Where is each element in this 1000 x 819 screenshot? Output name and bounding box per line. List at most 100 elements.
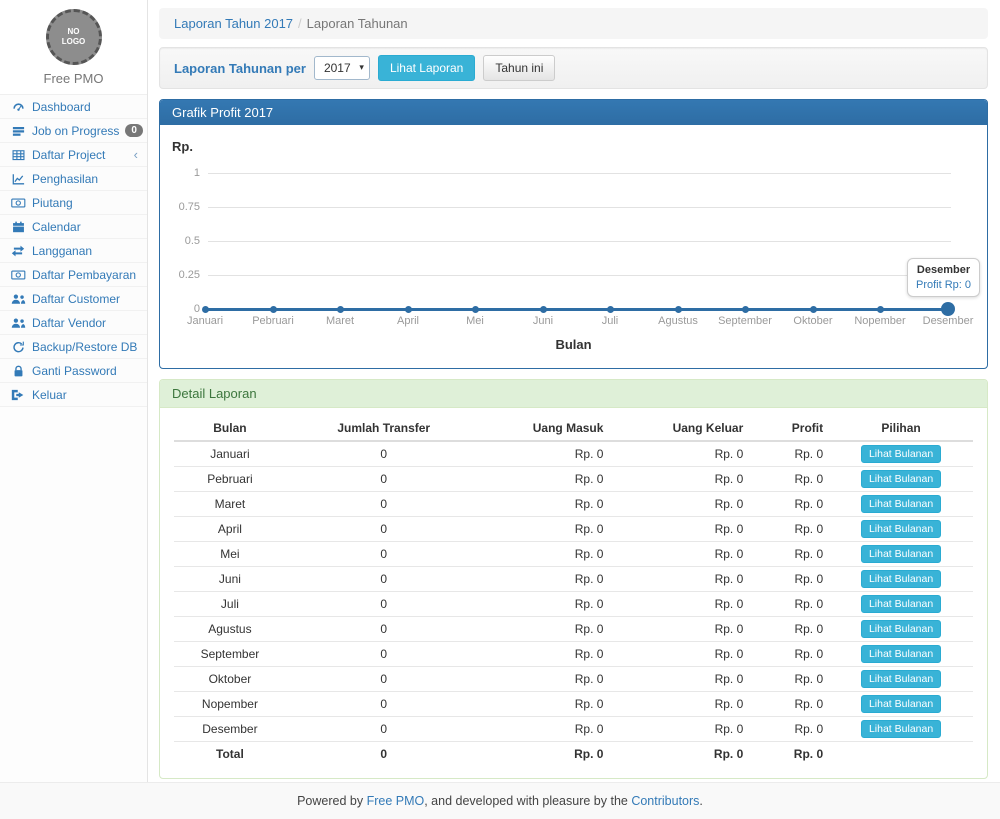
data-point-juli[interactable] xyxy=(607,306,614,313)
x-tick-label: Juni xyxy=(507,315,579,327)
column-header: Pilihan xyxy=(829,416,973,441)
table-cell: September xyxy=(174,642,286,667)
sidebar-item-label: Langganan xyxy=(32,244,92,258)
page: NO LOGO Free PMO DashboardJob on Progres… xyxy=(0,0,1000,819)
table-cell: 0 xyxy=(286,717,482,742)
table-row: Maret0Rp. 0Rp. 0Rp. 0Lihat Bulanan xyxy=(174,492,973,517)
lihat-bulanan-button[interactable]: Lihat Bulanan xyxy=(861,620,941,638)
sidebar-item-label: Daftar Vendor xyxy=(32,316,106,330)
table-cell-action: Lihat Bulanan xyxy=(829,642,973,667)
sidebar-item-langganan[interactable]: Langganan xyxy=(0,239,147,263)
footer-link-contributors[interactable]: Contributors xyxy=(631,794,699,808)
lihat-bulanan-button[interactable]: Lihat Bulanan xyxy=(861,520,941,538)
table-cell: Pebruari xyxy=(174,467,286,492)
sidebar-item-label: Penghasilan xyxy=(32,172,98,186)
data-point-april[interactable] xyxy=(405,306,412,313)
lihat-bulanan-button[interactable]: Lihat Bulanan xyxy=(861,595,941,613)
data-point-desember[interactable] xyxy=(941,302,955,316)
breadcrumb: Laporan Tahun 2017/Laporan Tahunan xyxy=(159,8,988,39)
sidebar-item-backup-restore-db[interactable]: Backup/Restore DB xyxy=(0,335,147,359)
table-header-row: BulanJumlah TransferUang MasukUang Kelua… xyxy=(174,416,973,441)
sidebar-item-dashboard[interactable]: Dashboard xyxy=(0,95,147,119)
lihat-bulanan-button[interactable]: Lihat Bulanan xyxy=(861,720,941,738)
table-cell: Rp. 0 xyxy=(609,592,749,617)
table-row: September0Rp. 0Rp. 0Rp. 0Lihat Bulanan xyxy=(174,642,973,667)
table-total-cell: 0 xyxy=(286,742,482,766)
sidebar-item-daftar-project[interactable]: Daftar Project‹ xyxy=(0,143,147,167)
data-point-mei[interactable] xyxy=(472,306,479,313)
table-cell: Maret xyxy=(174,492,286,517)
lihat-bulanan-button[interactable]: Lihat Bulanan xyxy=(861,495,941,513)
data-point-pebruari[interactable] xyxy=(270,306,277,313)
table-cell: 0 xyxy=(286,642,482,667)
table-total-empty-cell xyxy=(829,742,973,766)
table-cell: Rp. 0 xyxy=(749,542,829,567)
logo-text: NO LOGO xyxy=(60,27,88,46)
lihat-laporan-button[interactable]: Lihat Laporan xyxy=(378,55,475,81)
x-tick-label: Maret xyxy=(304,315,376,327)
table-cell: Rp. 0 xyxy=(482,542,610,567)
x-axis-title: Bulan xyxy=(160,337,987,352)
sidebar-item-label: Keluar xyxy=(32,388,67,402)
table-cell: Rp. 0 xyxy=(749,441,829,467)
year-select-wrap: 2017 ▾ xyxy=(314,56,370,80)
breadcrumb-link[interactable]: Laporan Tahun 2017 xyxy=(174,16,293,31)
lihat-bulanan-button[interactable]: Lihat Bulanan xyxy=(861,670,941,688)
data-point-oktober[interactable] xyxy=(810,306,817,313)
data-point-nopember[interactable] xyxy=(877,306,884,313)
lihat-bulanan-button[interactable]: Lihat Bulanan xyxy=(861,570,941,588)
tooltip-value: Profit Rp: 0 xyxy=(916,279,971,291)
lihat-bulanan-button[interactable]: Lihat Bulanan xyxy=(861,470,941,488)
sidebar-item-job-on-progress[interactable]: Job on Progress0 xyxy=(0,119,147,143)
lihat-bulanan-button[interactable]: Lihat Bulanan xyxy=(861,445,941,463)
refresh-icon xyxy=(10,341,26,353)
detail-table: BulanJumlah TransferUang MasukUang Kelua… xyxy=(174,416,973,766)
data-point-maret[interactable] xyxy=(337,306,344,313)
sidebar-item-piutang[interactable]: Piutang xyxy=(0,191,147,215)
sidebar-item-calendar[interactable]: Calendar xyxy=(0,215,147,239)
table-total-cell: Rp. 0 xyxy=(609,742,749,766)
table-cell: Rp. 0 xyxy=(609,667,749,692)
sidebar-item-daftar-pembayaran[interactable]: Daftar Pembayaran xyxy=(0,263,147,287)
sidebar-item-daftar-customer[interactable]: Daftar Customer xyxy=(0,287,147,311)
table-cell: 0 xyxy=(286,542,482,567)
footer-link-free-pmo[interactable]: Free PMO xyxy=(367,794,425,808)
profit-line-chart: Rp. Bulan 10.750.50.250JanuariPebruariMa… xyxy=(160,125,987,368)
chart-tooltip: Desember Profit Rp: 0 xyxy=(907,258,980,297)
table-cell: 0 xyxy=(286,441,482,467)
data-point-agustus[interactable] xyxy=(675,306,682,313)
lihat-bulanan-button[interactable]: Lihat Bulanan xyxy=(861,645,941,663)
table-total-row: Total0Rp. 0Rp. 0Rp. 0 xyxy=(174,742,973,766)
sidebar-item-keluar[interactable]: Keluar xyxy=(0,383,147,407)
lihat-bulanan-button[interactable]: Lihat Bulanan xyxy=(861,545,941,563)
tahun-ini-button[interactable]: Tahun ini xyxy=(483,55,555,81)
sidebar-item-label: Daftar Customer xyxy=(32,292,120,306)
sidebar-item-penghasilan[interactable]: Penghasilan xyxy=(0,167,147,191)
x-tick-label: Pebruari xyxy=(237,315,309,327)
sidebar-item-ganti-password[interactable]: Ganti Password xyxy=(0,359,147,383)
table-cell: Rp. 0 xyxy=(609,642,749,667)
table-row: Nopember0Rp. 0Rp. 0Rp. 0Lihat Bulanan xyxy=(174,692,973,717)
table-cell: 0 xyxy=(286,517,482,542)
table-cell: Rp. 0 xyxy=(482,717,610,742)
money-icon xyxy=(10,197,26,209)
data-point-september[interactable] xyxy=(742,306,749,313)
sidebar-item-daftar-vendor[interactable]: Daftar Vendor xyxy=(0,311,147,335)
table-cell: 0 xyxy=(286,492,482,517)
tasks-icon xyxy=(10,125,26,137)
no-logo-badge: NO LOGO xyxy=(46,9,102,65)
data-point-juni[interactable] xyxy=(540,306,547,313)
table-cell: Rp. 0 xyxy=(749,592,829,617)
x-tick-label: Nopember xyxy=(844,315,916,327)
tooltip-title: Desember xyxy=(916,264,971,276)
y-tick-label: 1 xyxy=(160,167,200,179)
lihat-bulanan-button[interactable]: Lihat Bulanan xyxy=(861,695,941,713)
data-point-januari[interactable] xyxy=(202,306,209,313)
sidebar-item-label: Calendar xyxy=(32,220,81,234)
line-chart-icon xyxy=(10,173,26,185)
table-row: Mei0Rp. 0Rp. 0Rp. 0Lihat Bulanan xyxy=(174,542,973,567)
footer: Powered by Free PMO, and developed with … xyxy=(0,782,1000,819)
year-select[interactable]: 2017 xyxy=(314,56,370,80)
table-cell: Rp. 0 xyxy=(482,642,610,667)
footer-prefix: Powered by xyxy=(297,794,366,808)
